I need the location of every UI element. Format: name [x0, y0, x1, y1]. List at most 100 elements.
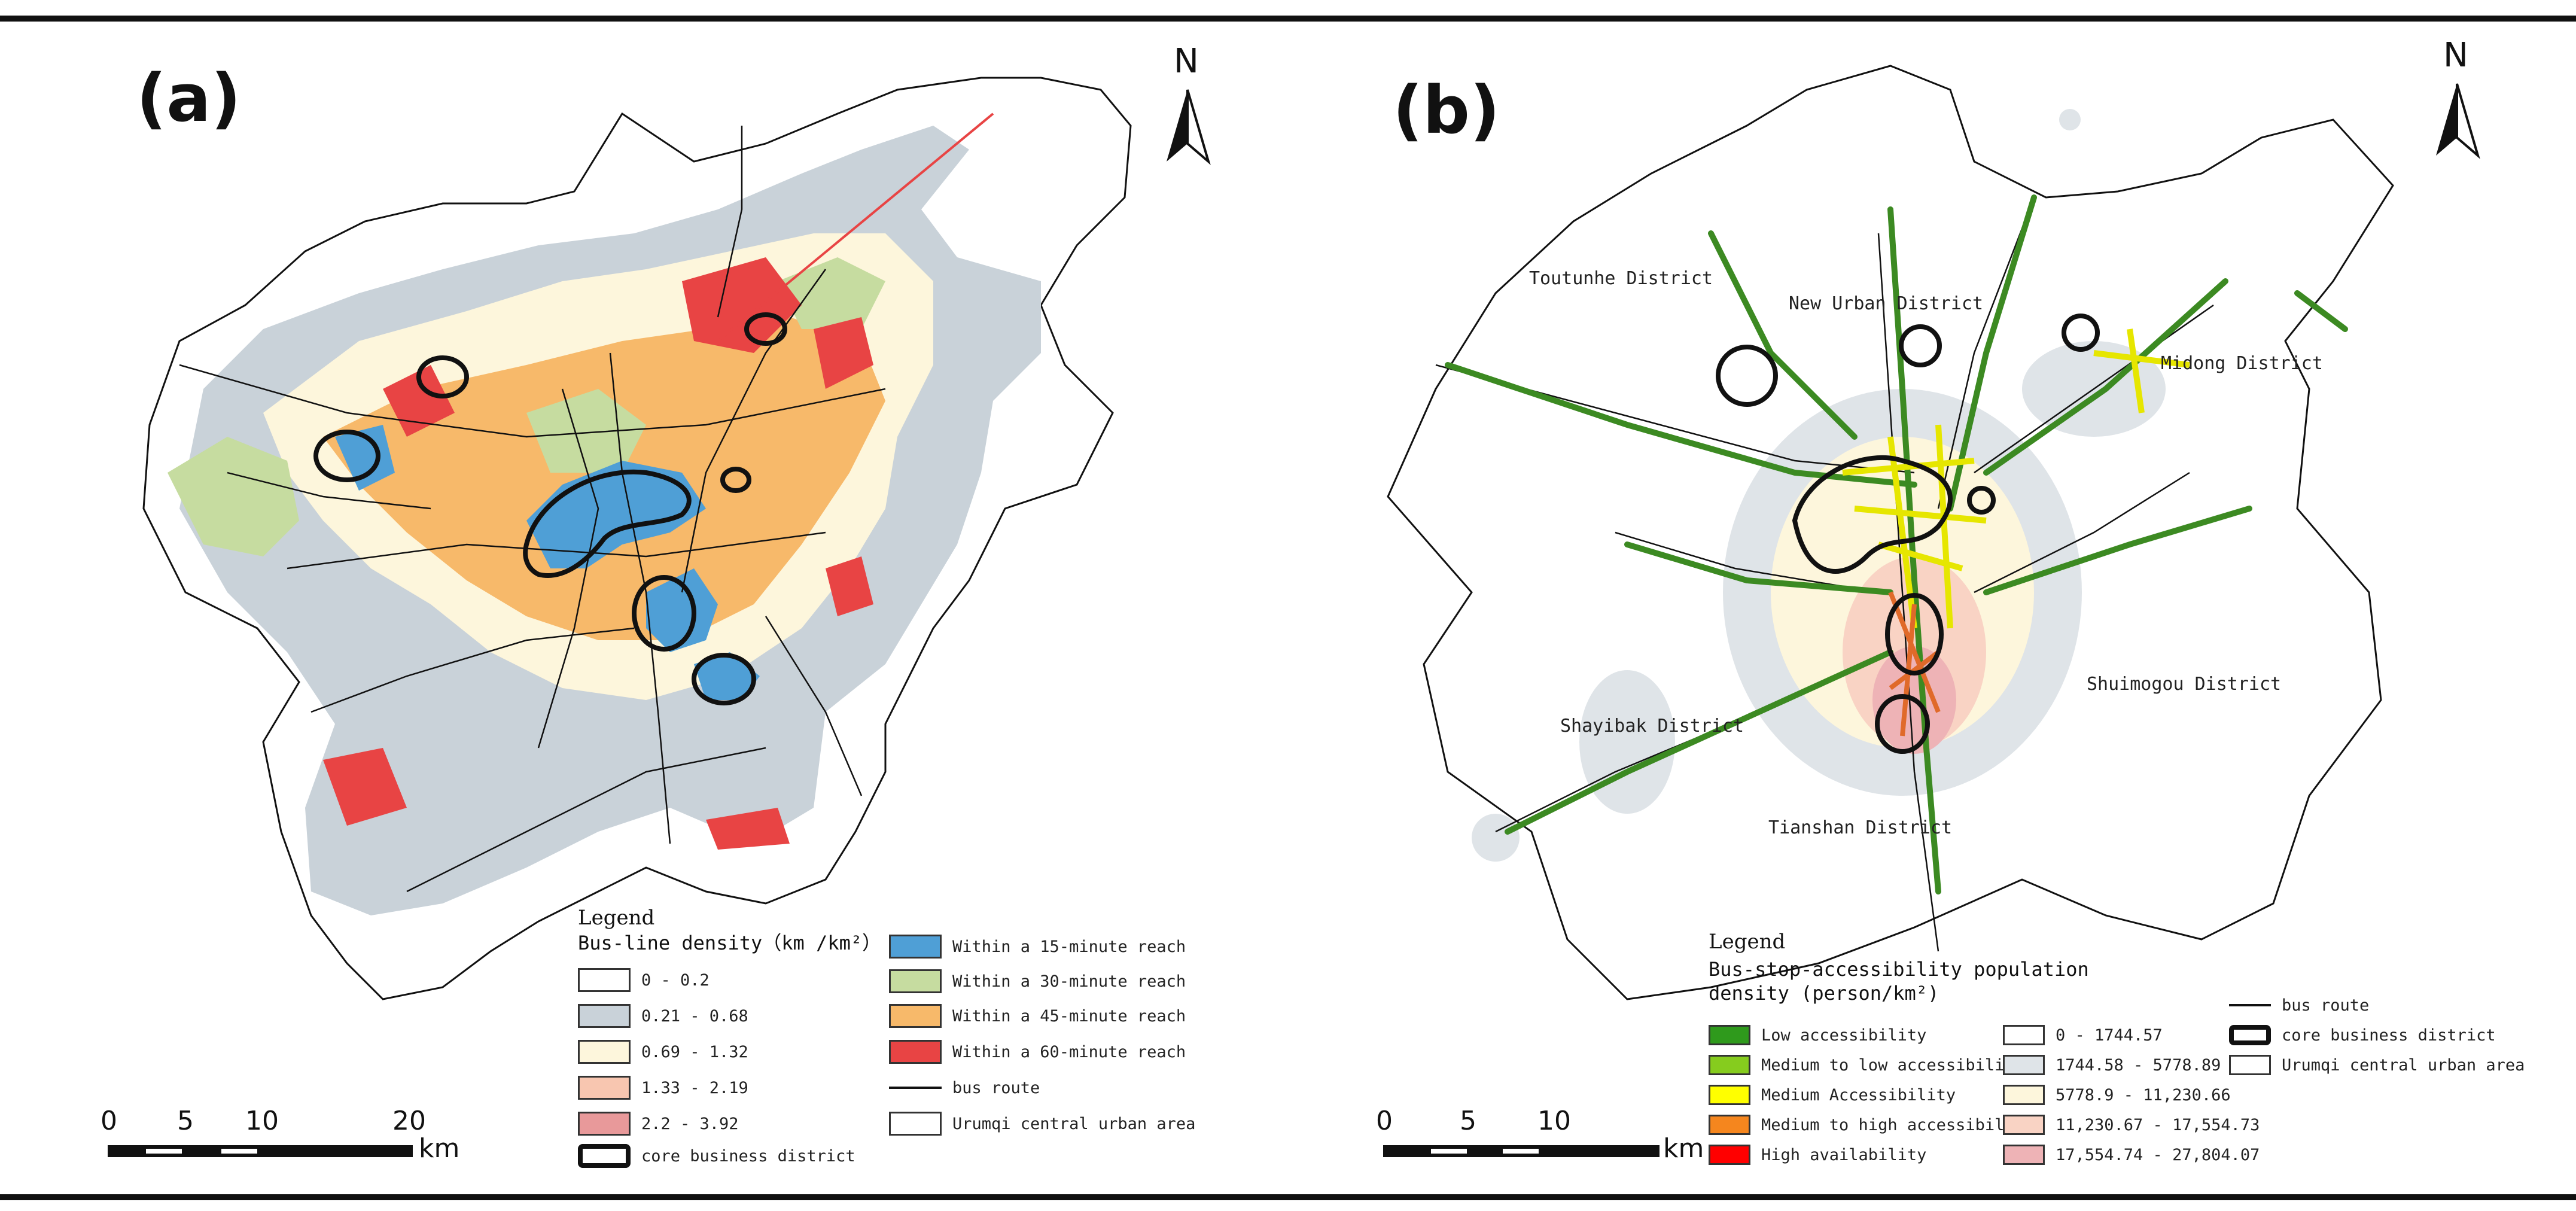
- legend-b-density-0: 0 - 1744.57: [2003, 1022, 2163, 1048]
- legend-swatch: [1709, 1055, 1750, 1075]
- scale-a-tick-2: 10: [245, 1106, 279, 1136]
- legend-label: bus route: [2282, 996, 2370, 1015]
- legend-label: 1744.58 - 5778.89: [2056, 1055, 2221, 1075]
- district-label: Toutunhe District: [1529, 268, 1713, 289]
- legend-swatch: [2003, 1085, 2045, 1105]
- legend-label: core business district: [641, 1146, 855, 1166]
- legend-label: High availability: [1761, 1145, 1927, 1164]
- legend-swatch: [889, 1040, 942, 1064]
- legend-swatch: [889, 1004, 942, 1028]
- district-label: New Urban District: [1789, 293, 1984, 314]
- legend-label: 1.33 - 2.19: [641, 1078, 748, 1097]
- legend-label: 17,554.74 - 27,804.07: [2056, 1145, 2260, 1164]
- district-label: Tianshan District: [1768, 817, 1953, 838]
- legend-label: Medium to low accessibility: [1761, 1055, 2024, 1075]
- legend-a-reach-3: Within a 60-minute reach: [889, 1039, 1186, 1065]
- legend-b-access-1: Medium to low accessibility: [1709, 1052, 2024, 1078]
- district-label: Midong District: [2161, 353, 2323, 374]
- scale-b-tick-0: 0: [1376, 1106, 1393, 1136]
- north-arrow-b: N: [2430, 36, 2484, 174]
- legend-a-title: Legend: [578, 906, 655, 930]
- panel-b-label: (b): [1393, 72, 1500, 148]
- bottom-rule: [0, 1194, 2576, 1200]
- legend-a-bus-route: bus route: [889, 1075, 1040, 1101]
- north-arrow-b-icon: [2436, 83, 2480, 159]
- legend-label: bus route: [952, 1078, 1040, 1097]
- legend-b-cbd: core business district: [2229, 1022, 2496, 1048]
- scale-b-unit: km: [1663, 1133, 1704, 1164]
- legend-swatch: [889, 1087, 942, 1089]
- legend-swatch: [578, 1004, 631, 1028]
- legend-b-access-0: Low accessibility: [1709, 1022, 1926, 1048]
- legend-b-density-4: 17,554.74 - 27,804.07: [2003, 1142, 2260, 1168]
- legend-label: Medium Accessibility: [1761, 1085, 1956, 1104]
- legend-swatch: [889, 969, 942, 993]
- legend-label: 11,230.67 - 17,554.73: [2056, 1115, 2260, 1134]
- legend-swatch: [578, 968, 631, 992]
- stop-routes-b: [1445, 194, 2348, 894]
- legend-a-density-3: 1.33 - 2.19: [578, 1075, 748, 1101]
- legend-swatch: [2003, 1145, 2045, 1165]
- legend-b-density-1: 1744.58 - 5778.89: [2003, 1052, 2221, 1078]
- district-label: Shuimogou District: [2087, 674, 2282, 695]
- legend-label: Urumqi central urban area: [952, 1114, 1196, 1133]
- reach-60-a: [682, 257, 802, 353]
- scale-bar-a: [108, 1145, 413, 1157]
- legend-b-access-2: Medium Accessibility: [1709, 1082, 1956, 1108]
- cbd-outlines-a: [313, 312, 787, 705]
- legend-label: 0.69 - 1.32: [641, 1042, 748, 1061]
- reach-30-a: [168, 437, 299, 556]
- legend-swatch: [1709, 1145, 1750, 1165]
- legend-swatch: [889, 1112, 942, 1136]
- scale-a-unit: km: [419, 1133, 460, 1164]
- legend-b-urban-area: Urumqi central urban area: [2229, 1052, 2525, 1078]
- legend-label: 0.21 - 0.68: [641, 1006, 748, 1026]
- cbd-outlines-b: [1716, 314, 2100, 754]
- bus-routes-a: [179, 126, 886, 893]
- legend-a-urban-area: Urumqi central urban area: [889, 1110, 1195, 1137]
- legend-swatch: [1709, 1085, 1750, 1105]
- legend-label: Within a 15-minute reach: [952, 937, 1186, 956]
- legend-swatch: [2003, 1115, 2045, 1135]
- scale-a-tick-0: 0: [101, 1106, 117, 1136]
- legend-a-density-1: 0.21 - 0.68: [578, 1003, 748, 1029]
- legend-label: Within a 30-minute reach: [952, 972, 1186, 991]
- legend-a-density-4: 2.2 - 3.92: [578, 1110, 739, 1137]
- legend-swatch: [2229, 1004, 2271, 1006]
- panel-a-label: (a): [136, 60, 241, 136]
- legend-label: Urumqi central urban area: [2282, 1055, 2525, 1075]
- legend-b-subtitle-1: Bus-stop-accessibility population: [1709, 958, 2089, 981]
- legend-swatch: [2003, 1025, 2045, 1045]
- map-a: [142, 77, 1132, 1000]
- legend-b-subtitle-2: density (person/km²): [1709, 982, 1939, 1005]
- legend-swatch: [2003, 1055, 2045, 1075]
- north-arrow-a: N: [1161, 42, 1214, 179]
- legend-label: 2.2 - 3.92: [641, 1114, 739, 1133]
- legend-label: 0 - 1744.57: [2056, 1026, 2163, 1045]
- legend-swatch: [2229, 1025, 2271, 1045]
- legend-label: 5778.9 - 11,230.66: [2056, 1085, 2231, 1104]
- legend-a-density-2: 0.69 - 1.32: [578, 1039, 748, 1065]
- legend-b-density-2: 5778.9 - 11,230.66: [2003, 1082, 2231, 1108]
- legend-a-subtitle: Bus-line density（km /km²）: [578, 932, 882, 954]
- core-stops-b: [1842, 328, 2190, 629]
- district-label: Shayibak District: [1560, 716, 1744, 737]
- top-rule: [0, 16, 2576, 22]
- legend-swatch: [2229, 1055, 2271, 1075]
- legend-label: Within a 45-minute reach: [952, 1006, 1186, 1026]
- legend-swatch: [889, 935, 942, 959]
- scale-a-tick-3: 20: [392, 1106, 426, 1136]
- legend-label: Low accessibility: [1761, 1026, 1927, 1045]
- legend-b-access-3: Medium to high accessibility: [1709, 1112, 2033, 1138]
- legend-a-density-0: 0 - 0.2: [578, 967, 710, 993]
- legend-swatch: [1709, 1115, 1750, 1135]
- scale-bar-b: [1383, 1145, 1660, 1157]
- legend-a-reach-2: Within a 45-minute reach: [889, 1003, 1186, 1029]
- legend-swatch: [1709, 1025, 1750, 1045]
- scale-b-tick-2: 10: [1537, 1106, 1571, 1136]
- map-b: [1387, 65, 2394, 1000]
- legend-swatch: [578, 1040, 631, 1064]
- north-arrow-a-icon: [1167, 89, 1211, 165]
- legend-label: Within a 60-minute reach: [952, 1042, 1186, 1061]
- legend-label: Medium to high accessibility: [1761, 1115, 2034, 1134]
